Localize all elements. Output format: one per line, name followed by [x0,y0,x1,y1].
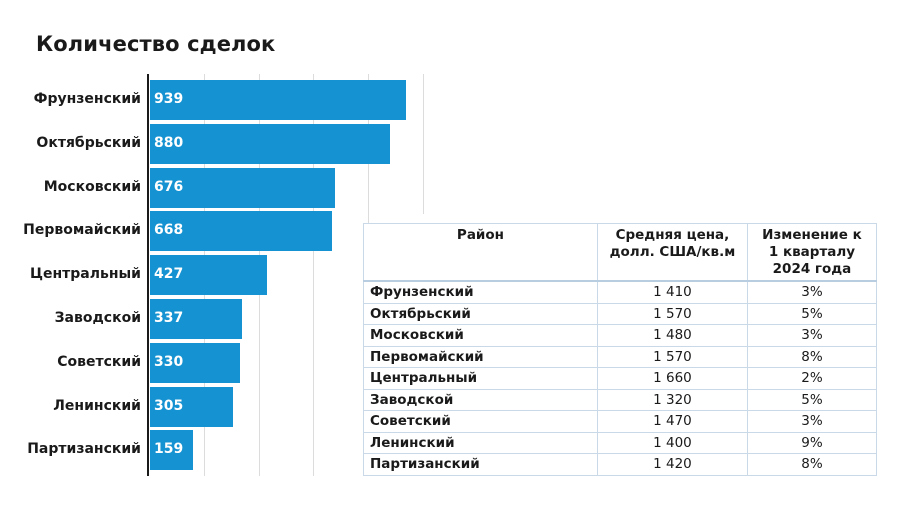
district-cell: Заводской [363,388,598,411]
table-row: Заводской 1 320 5% [363,388,878,411]
header-change-line: 1 кварталу [768,244,856,260]
gridline [313,74,314,476]
district-cell: Советский [363,410,598,433]
bar-value-label: 668 [154,222,184,239]
district-cell: Октябрьский [363,302,598,325]
price-cell: 1 660 [596,367,748,390]
bar: 330 [150,342,240,383]
price-cell: 1 400 [596,431,748,454]
bar-value-label: 427 [154,266,184,283]
bar-category-label: Центральный [30,266,141,283]
header-price-line: долл. США/кв.м [609,244,736,260]
price-cell: 1 410 [596,280,748,304]
price-cell: 1 470 [596,410,748,433]
bar: 668 [150,211,332,252]
table-header-row: Район Средняя цена, долл. США/кв.м Измен… [363,223,877,282]
change-cell: 3% [746,280,878,304]
district-cell: Центральный [363,367,598,390]
bar-category-label: Ленинский [53,397,141,414]
bar-category-label: Фрунзенский [33,91,141,107]
bar-value-label: 337 [154,310,184,326]
change-cell: 2% [746,367,878,390]
change-cell: 5% [746,302,878,325]
bar: 305 [150,386,233,427]
price-cell: 1 570 [596,302,748,325]
change-cell: 8% [746,345,878,368]
bar-value-label: 676 [154,178,184,195]
bar-value-label: 305 [154,397,184,414]
price-cell: 1 320 [596,388,748,411]
header-change-line: 2024 года [772,261,852,277]
y-axis-line [147,74,149,476]
header-change-line: Изменение к [762,227,862,243]
change-cell: 5% [746,388,878,411]
header-change: Изменение к 1 кварталу 2024 года [746,223,877,282]
table-row: Октябрьский 1 570 5% [363,302,878,325]
bar-category-label: Московский [43,178,141,195]
bar: 676 [150,167,335,208]
header-district: Район [363,223,598,282]
bar: 159 [150,430,193,471]
bar-category-label: Октябрьский [36,134,141,151]
district-cell: Партизанский [363,453,598,476]
bar-category-label: Советский [57,353,141,370]
change-cell: 8% [746,453,878,476]
price-table: Район Средняя цена, долл. США/кв.м Измен… [363,223,878,476]
district-cell: Первомайский [363,345,598,368]
header-price: Средняя цена, долл. США/кв.м [596,223,748,282]
chart-title: Количество сделок [36,32,276,56]
bar-category-label: Первомайский [23,222,141,239]
bar-value-label: 880 [154,134,184,151]
bar-category-label: Партизанский [27,441,141,458]
bar: 427 [150,255,267,296]
gridline [423,74,424,214]
bar: 880 [150,123,390,164]
district-cell: Московский [363,324,598,347]
district-cell: Ленинский [363,431,598,454]
bar: 337 [150,299,242,339]
table-row: Московский 1 480 3% [363,324,878,347]
change-cell: 3% [746,324,878,347]
bar-value-label: 159 [154,441,184,458]
price-cell: 1 570 [596,345,748,368]
table-row: Ленинский 1 400 9% [363,431,878,454]
bar-category-label: Заводской [54,310,141,326]
header-price-line: Средняя цена, [615,227,730,243]
bar: 939 [150,80,406,120]
change-cell: 9% [746,431,878,454]
bar-value-label: 939 [154,91,184,107]
bar-value-label: 330 [154,353,184,370]
table-row: Фрунзенский 1 410 3% [363,280,878,304]
table-row: Первомайский 1 570 8% [363,345,878,368]
change-cell: 3% [746,410,878,433]
price-cell: 1 480 [596,324,748,347]
price-cell: 1 420 [596,453,748,476]
table-row: Советский 1 470 3% [363,410,878,433]
district-cell: Фрунзенский [363,280,598,304]
table-row: Центральный 1 660 2% [363,367,878,390]
table-row: Партизанский 1 420 8% [363,453,878,476]
